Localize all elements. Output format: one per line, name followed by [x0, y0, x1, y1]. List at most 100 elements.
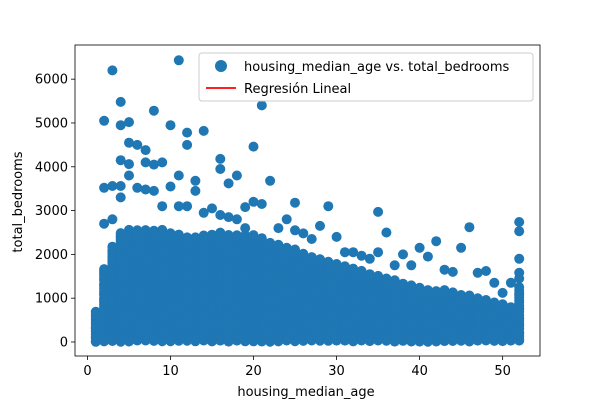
scatter-point [207, 203, 217, 214]
scatter-point [173, 170, 184, 181]
scatter-point [497, 287, 508, 298]
scatter-point [456, 242, 467, 253]
scatter-point [107, 214, 118, 225]
scatter-point [298, 228, 309, 239]
scatter-point [165, 228, 176, 239]
scatter-point [339, 261, 350, 272]
y-tick-label: 3000 [35, 204, 68, 219]
scatter-point [514, 253, 525, 264]
scatter-point [132, 182, 143, 193]
scatter-point [331, 231, 342, 242]
scatter-point [472, 267, 483, 278]
scatter-point [115, 120, 126, 131]
scatter-point [315, 254, 325, 265]
scatter-point [505, 302, 516, 313]
scatter-point [115, 155, 126, 166]
x-tick-label: 20 [245, 364, 262, 379]
scatter-point [215, 227, 226, 238]
scatter-point [99, 218, 110, 229]
scatter-point [373, 270, 384, 281]
legend-regression-label: Regresión Lineal [244, 82, 351, 97]
scatter-point [489, 277, 500, 288]
scatter-point [99, 182, 110, 193]
scatter-point [281, 214, 292, 225]
scatter-point [207, 229, 217, 240]
scatter-point [406, 260, 417, 271]
scatter-point [182, 139, 193, 150]
scatter-point [290, 244, 300, 255]
scatter-point [422, 285, 433, 296]
scatter-point [215, 164, 226, 174]
scatter-point [489, 297, 500, 308]
scatter-point [256, 100, 267, 111]
scatter-point [514, 226, 525, 237]
scatter-point [173, 229, 184, 240]
scatter-point [115, 192, 126, 203]
scatter-point [431, 236, 442, 247]
scatter-point [157, 201, 168, 212]
scatter-point [381, 273, 392, 284]
scatter-point [497, 299, 508, 310]
x-tick-label: 0 [83, 364, 91, 379]
scatter-point [414, 242, 425, 253]
scatter-point [364, 253, 375, 264]
scatter-point [124, 137, 134, 148]
scatter-point [472, 293, 483, 304]
scatter-point [356, 265, 367, 276]
scatter-point [389, 260, 400, 271]
x-tick-label: 10 [162, 364, 179, 379]
scatter-point [90, 306, 101, 317]
scatter-point [422, 251, 433, 262]
scatter-point [323, 256, 334, 267]
scatter-point [107, 181, 118, 191]
scatter-point [115, 96, 126, 107]
x-tick-label: 40 [411, 364, 428, 379]
scatter-point [223, 212, 234, 223]
scatter-point [290, 225, 300, 236]
legend: housing_median_age vs. total_bedrooms Re… [198, 52, 534, 102]
scatter-point [90, 336, 101, 347]
scatter-point [148, 159, 159, 170]
scatter-point [256, 199, 267, 209]
y-tick-label: 0 [60, 335, 68, 350]
scatter-point [223, 178, 234, 189]
scatter-point [414, 282, 425, 293]
scatter-point [373, 206, 384, 217]
scatter-point [248, 230, 259, 241]
scatter-point [514, 282, 525, 293]
scatter-point [481, 295, 491, 305]
legend-box [198, 52, 534, 102]
scatter-point [190, 232, 201, 243]
scatter-point [456, 290, 467, 300]
scatter-point [132, 139, 143, 150]
scatter-point [140, 225, 151, 236]
scatter-point [514, 273, 525, 284]
scatter-point [331, 259, 342, 269]
x-axis-label: housing_median_age [237, 385, 374, 400]
scatter-point [165, 181, 176, 192]
scatter-point [165, 120, 176, 131]
scatter-point [231, 214, 242, 225]
scatter-point [306, 252, 317, 263]
scatter-point [273, 239, 284, 250]
plot-frame [74, 44, 541, 357]
scatter-point [124, 117, 134, 128]
y-axis-label: total_bedrooms [11, 151, 26, 252]
scatter-point [173, 55, 184, 66]
scatter-point [157, 224, 168, 235]
scatter-point [115, 228, 126, 239]
scatter-point [464, 222, 475, 233]
y-tick-label: 6000 [35, 73, 68, 88]
y-tick-label: 2000 [35, 248, 68, 263]
scatter-point [182, 127, 193, 138]
scatter-point [132, 225, 143, 236]
scatter-point [115, 181, 126, 191]
scatter-point [107, 241, 118, 252]
scatter-point [215, 210, 226, 220]
scatter-point [306, 234, 317, 244]
scatter-point [514, 217, 525, 227]
scatter-point [248, 141, 259, 152]
x-tick-label: 30 [328, 364, 345, 379]
scatter-point [364, 269, 375, 280]
scatter-point [356, 250, 367, 261]
